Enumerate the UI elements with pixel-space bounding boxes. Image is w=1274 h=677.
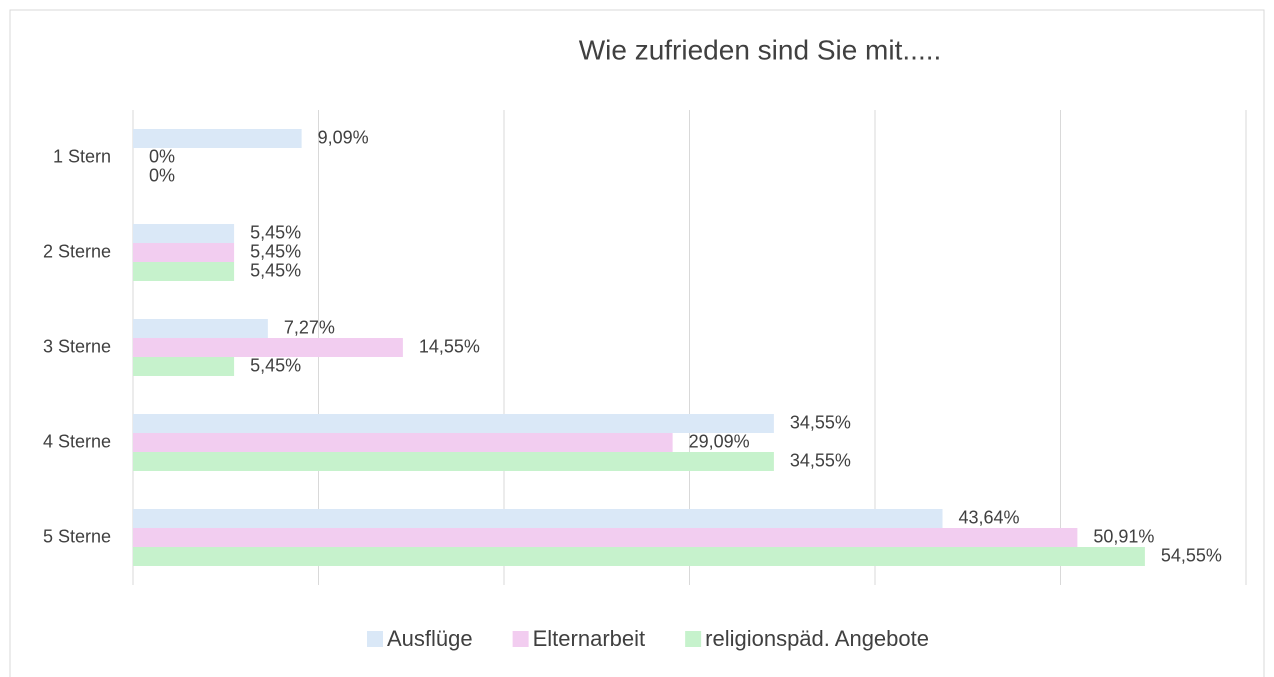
data-label: 7,27% xyxy=(284,317,335,337)
data-label: 14,55% xyxy=(419,336,480,356)
legend-label: religionspäd. Angebote xyxy=(705,626,929,651)
bar xyxy=(133,262,235,281)
bar xyxy=(133,319,268,338)
data-label: 54,55% xyxy=(1161,545,1222,565)
data-label: 5,45% xyxy=(250,222,301,242)
legend-swatch xyxy=(512,631,529,647)
legend-label: Ausflüge xyxy=(387,626,473,651)
bar xyxy=(133,129,302,148)
data-label: 5,45% xyxy=(250,260,301,280)
data-label: 5,45% xyxy=(250,355,301,375)
data-label: 34,55% xyxy=(790,412,851,432)
bar xyxy=(133,224,235,243)
data-label: 34,55% xyxy=(790,450,851,470)
y-tick-label: 4 Sterne xyxy=(43,431,111,451)
legend-swatch xyxy=(685,631,702,647)
y-tick-label: 5 Sterne xyxy=(43,526,111,546)
data-label: 29,09% xyxy=(689,431,750,451)
data-label: 5,45% xyxy=(250,241,301,261)
bar xyxy=(133,414,774,433)
bar xyxy=(133,509,943,528)
y-tick-label: 3 Sterne xyxy=(43,336,111,356)
data-label: 0% xyxy=(149,165,175,185)
bar xyxy=(133,357,235,376)
bar xyxy=(133,452,774,471)
data-label: 0% xyxy=(149,146,175,166)
chart-title: Wie zufrieden sind Sie mit..... xyxy=(579,34,942,65)
y-tick-label: 1 Stern xyxy=(53,146,111,166)
bar xyxy=(133,433,673,452)
bar xyxy=(133,528,1078,547)
legend-swatch xyxy=(367,631,383,647)
data-label: 50,91% xyxy=(1093,526,1154,546)
bar xyxy=(133,547,1145,566)
legend-label: Elternarbeit xyxy=(533,626,646,651)
bar xyxy=(133,243,235,262)
bar xyxy=(133,338,403,357)
data-label: 9,09% xyxy=(318,127,369,147)
y-tick-label: 2 Sterne xyxy=(43,241,111,261)
data-label: 43,64% xyxy=(959,507,1020,527)
